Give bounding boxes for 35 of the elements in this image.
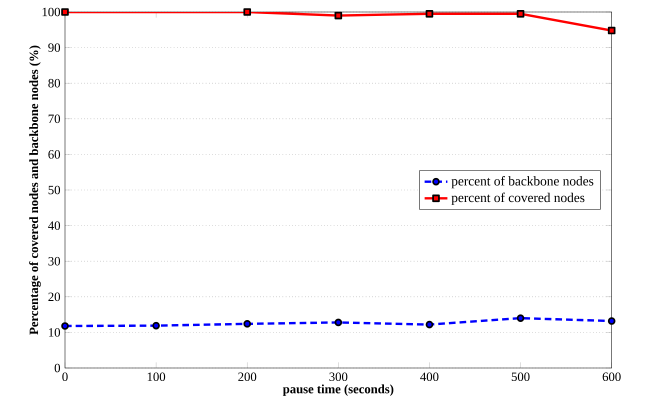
y-tick-label: 50 xyxy=(48,186,60,194)
legend-label: percent of backbone nodes xyxy=(451,176,594,188)
x-tick-label: 300 xyxy=(329,372,348,382)
legend-label: percent of covered nodes xyxy=(451,192,584,205)
x-tick-label: 500 xyxy=(512,372,530,382)
x-tick-label: 0 xyxy=(62,372,68,382)
point xyxy=(608,317,616,325)
point xyxy=(152,322,160,330)
y-axis-title: Percentage of covered nodes and backbone nodes (%) xyxy=(29,46,41,335)
y-tick-label: 100 xyxy=(42,8,60,16)
point xyxy=(334,318,342,326)
point xyxy=(608,26,616,34)
y-tick-label: 90 xyxy=(48,43,60,52)
point xyxy=(243,8,252,16)
y-tick-label: 10 xyxy=(48,328,60,337)
y-tick-label: 70 xyxy=(48,114,60,124)
x-tick-label: 600 xyxy=(602,372,621,382)
x-tick-label: 100 xyxy=(148,372,166,382)
y-tick-label: 20 xyxy=(48,292,60,302)
y-tick-label: 60 xyxy=(48,150,60,159)
x-tick-label: 200 xyxy=(238,372,256,382)
x-axis-title: pause time (seconds) xyxy=(282,384,394,396)
y-tick-label: 40 xyxy=(48,221,60,230)
point xyxy=(516,10,524,18)
point xyxy=(516,314,524,322)
point xyxy=(334,12,342,20)
point xyxy=(426,10,434,18)
point xyxy=(426,320,434,328)
point xyxy=(243,320,252,328)
point xyxy=(61,322,69,330)
y-tick-label: 80 xyxy=(48,78,60,88)
x-tick-label: 400 xyxy=(420,372,438,382)
point xyxy=(61,8,69,16)
y-tick-label: 30 xyxy=(48,256,60,266)
y-tick-label: 0 xyxy=(54,364,60,372)
